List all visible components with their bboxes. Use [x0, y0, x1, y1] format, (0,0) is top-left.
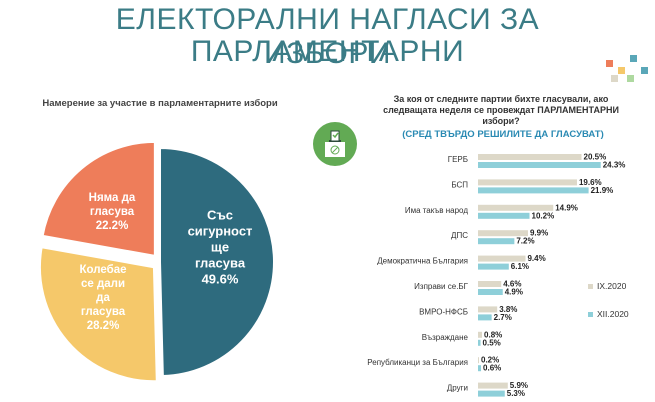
- category-label: Други: [447, 384, 468, 393]
- pie-slice-label: гласува: [90, 206, 135, 218]
- bar-value-label: 0.2%: [481, 356, 499, 365]
- question-subtitle: (СРЕД ТВЪРДО РЕШИЛИТЕ ДА ГЛАСУВАТ): [402, 129, 604, 140]
- bar-ix-2020: [478, 357, 480, 364]
- category-label: Изправи се.БГ: [414, 282, 469, 291]
- decorative-square: [606, 60, 613, 67]
- bar-xii-2020: [478, 263, 509, 270]
- page-title-line-2: ИЗБОРИ: [264, 37, 391, 70]
- decorative-square: [627, 75, 634, 82]
- pie-slice-value: 49.6%: [202, 271, 239, 286]
- legend-item-xii-2020: XII.2020: [588, 309, 629, 319]
- pie-slice-label: Колебае: [79, 264, 126, 276]
- bar-ix-2020: [478, 154, 582, 160]
- bar-value-label: 9.9%: [530, 229, 548, 238]
- legend-label: XII.2020: [597, 309, 629, 319]
- bar-xii-2020: [478, 339, 481, 346]
- pie-chart-title: Намерение за участие в парламентарните и…: [42, 98, 278, 109]
- bar-xii-2020: [478, 238, 515, 245]
- bar-value-label: 3.8%: [499, 305, 517, 314]
- category-label: Републиканци за България: [367, 358, 468, 367]
- question-line-2: следващата неделя се провеждат ПАРЛАМЕНТ…: [383, 105, 619, 115]
- legend-swatch: [588, 284, 593, 290]
- pie-slice-label: Със: [207, 207, 233, 222]
- bar-ix-2020: [478, 306, 498, 313]
- bar-ix-2020: [478, 179, 577, 186]
- category-label: ГЕРБ: [448, 155, 468, 164]
- pie-slice-label: сигурност: [188, 223, 253, 238]
- legend-item-ix-2020: IX.2020: [588, 281, 626, 291]
- bar-value-label: 4.6%: [503, 280, 521, 289]
- bar-ix-2020: [478, 382, 508, 389]
- bar-xii-2020: [478, 365, 482, 372]
- bar-xii-2020: [478, 162, 601, 168]
- pie-slice-label: гласува: [81, 306, 126, 318]
- decorative-square: [630, 55, 637, 62]
- ballot-box-icon: [313, 122, 357, 166]
- pie-slice-label: се дали: [81, 278, 125, 290]
- bar-value-label: 21.9%: [591, 186, 614, 195]
- bar-value-label: 0.8%: [484, 330, 502, 339]
- bar-value-label: 0.5%: [483, 338, 501, 347]
- pie-slice-label: да: [96, 292, 110, 304]
- pie-slice-label: гласува: [195, 255, 246, 270]
- pie-slice: [38, 246, 158, 383]
- bar-ix-2020: [478, 281, 502, 287]
- bar-value-label: 19.6%: [579, 178, 602, 187]
- legend-label: IX.2020: [597, 281, 627, 291]
- category-label: Възраждане: [422, 333, 469, 342]
- page-title-line-1: ЕЛЕКТОРАЛНИ НАГЛАСИ ЗА ПАРЛАМЕНТАРНИ: [115, 3, 540, 68]
- category-label: Демократична България: [377, 257, 468, 266]
- question-line-1: За коя от следните партии бихте гласувал…: [393, 94, 609, 104]
- bar-xii-2020: [478, 390, 505, 397]
- bar-value-label: 5.3%: [507, 389, 525, 398]
- bar-value-label: 6.1%: [511, 262, 529, 271]
- question-line-3: избори?: [482, 116, 520, 126]
- decorative-square: [611, 75, 618, 82]
- pie-slice: [159, 146, 275, 377]
- category-label: БСП: [451, 180, 468, 189]
- bar-ix-2020: [478, 204, 554, 211]
- bar-value-label: 20.5%: [584, 153, 607, 162]
- pie-slice-label: ще: [211, 239, 229, 254]
- bar-value-label: 4.9%: [505, 288, 523, 297]
- bar-ix-2020: [478, 331, 483, 338]
- pie-slice: [41, 140, 156, 258]
- pie-slice-value: 22.2%: [96, 220, 129, 232]
- bar-ix-2020: [478, 230, 528, 237]
- pie-slice-value: 28.2%: [87, 320, 120, 332]
- bar-xii-2020: [478, 187, 589, 194]
- category-label: ДПС: [451, 231, 468, 240]
- pie-slice-label: Няма да: [89, 192, 136, 204]
- legend-swatch: [588, 312, 593, 318]
- bar-value-label: 0.6%: [483, 364, 501, 373]
- bar-ix-2020: [478, 255, 526, 262]
- bar-value-label: 2.7%: [494, 313, 512, 322]
- bar-value-label: 9.4%: [527, 254, 545, 263]
- bar-value-label: 10.2%: [532, 211, 555, 220]
- decorative-square: [641, 67, 648, 74]
- bar-xii-2020: [478, 314, 492, 321]
- bar-value-label: 5.9%: [510, 381, 528, 390]
- category-label: Има такъв народ: [405, 206, 469, 215]
- bar-value-label: 14.9%: [555, 203, 578, 212]
- bar-xii-2020: [478, 212, 530, 219]
- bar-value-label: 7.2%: [516, 237, 534, 246]
- bar-xii-2020: [478, 289, 503, 295]
- decorative-square: [618, 67, 625, 74]
- bar-value-label: 24.3%: [603, 161, 626, 170]
- category-label: ВМРО-НФСБ: [419, 307, 468, 316]
